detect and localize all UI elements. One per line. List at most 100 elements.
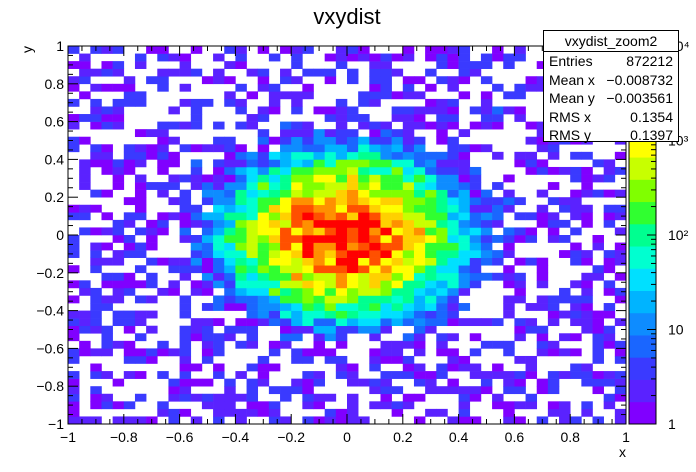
histogram-cell bbox=[503, 416, 515, 425]
histogram-cell bbox=[603, 166, 616, 175]
histogram-cell bbox=[280, 204, 292, 213]
histogram-cell bbox=[201, 189, 214, 198]
histogram-cell bbox=[413, 121, 426, 130]
histogram-cell bbox=[302, 325, 314, 334]
histogram-cell bbox=[302, 393, 314, 402]
histogram-cell bbox=[335, 265, 348, 274]
histogram-cell bbox=[224, 61, 236, 69]
histogram-cell bbox=[614, 204, 627, 213]
histogram-cell bbox=[313, 333, 325, 342]
histogram-cell bbox=[213, 265, 225, 274]
histogram-cell bbox=[324, 174, 337, 183]
histogram-cell bbox=[413, 151, 426, 160]
histogram-cell bbox=[402, 159, 415, 168]
histogram-cell bbox=[235, 144, 247, 153]
histogram-cell bbox=[380, 401, 392, 410]
histogram-cell bbox=[280, 340, 292, 349]
histogram-cell bbox=[603, 378, 616, 387]
histogram-cell bbox=[123, 235, 136, 243]
histogram-cell bbox=[280, 121, 292, 130]
histogram-cell bbox=[190, 166, 203, 175]
histogram-cell bbox=[123, 250, 136, 258]
histogram-cell bbox=[514, 53, 526, 62]
histogram-cell bbox=[447, 242, 459, 251]
histogram-cell bbox=[492, 340, 504, 349]
histogram-cell bbox=[447, 61, 459, 69]
histogram-cell bbox=[324, 408, 337, 417]
histogram-cell bbox=[614, 151, 627, 160]
histogram-cell bbox=[201, 393, 214, 402]
histogram-cell bbox=[280, 287, 292, 296]
histogram-cell bbox=[391, 310, 404, 319]
histogram-cell bbox=[570, 333, 582, 342]
histogram-cell bbox=[603, 371, 616, 379]
histogram-cell bbox=[257, 242, 270, 251]
histogram-cell bbox=[458, 197, 471, 206]
histogram-cell bbox=[413, 287, 426, 296]
histogram-cell bbox=[179, 408, 192, 417]
histogram-cell bbox=[458, 212, 471, 221]
histogram-cell bbox=[559, 416, 571, 425]
histogram-cell bbox=[313, 136, 325, 145]
histogram-cell bbox=[369, 61, 381, 69]
histogram-cell bbox=[469, 61, 482, 69]
histogram-cell bbox=[335, 106, 348, 115]
histogram-cell bbox=[146, 129, 158, 138]
histogram-cell bbox=[369, 174, 381, 183]
histogram-cell bbox=[436, 106, 448, 115]
histogram-cell bbox=[335, 257, 348, 266]
histogram-cell bbox=[134, 174, 147, 183]
histogram-cell bbox=[68, 280, 80, 289]
histogram-cell bbox=[458, 182, 471, 190]
x-tick-label: 0.6 bbox=[505, 429, 525, 445]
histogram-cell bbox=[380, 272, 392, 281]
histogram-cell bbox=[391, 174, 404, 183]
histogram-cell bbox=[101, 121, 113, 130]
histogram-cell bbox=[146, 272, 158, 281]
histogram-cell bbox=[369, 272, 381, 281]
histogram-cell bbox=[391, 303, 404, 311]
histogram-cell bbox=[458, 401, 471, 410]
histogram-cell bbox=[134, 212, 147, 221]
histogram-cell bbox=[391, 129, 404, 138]
histogram-cell bbox=[436, 174, 448, 183]
histogram-cell bbox=[134, 242, 147, 251]
histogram-cell bbox=[190, 219, 203, 228]
histogram-cell bbox=[614, 355, 627, 364]
histogram-cell bbox=[291, 91, 303, 100]
histogram-cell bbox=[324, 348, 337, 357]
histogram-cell bbox=[469, 363, 482, 372]
histogram-cell bbox=[503, 378, 515, 387]
histogram-cell bbox=[581, 325, 593, 334]
histogram-cell bbox=[358, 46, 370, 54]
histogram-cell bbox=[157, 166, 169, 175]
palette-swatch bbox=[629, 179, 656, 203]
histogram-cell bbox=[425, 182, 437, 190]
histogram-cell bbox=[268, 197, 281, 206]
histogram-cell bbox=[358, 166, 370, 175]
histogram-cell bbox=[168, 159, 180, 168]
histogram-cell bbox=[179, 325, 192, 334]
histogram-cell bbox=[79, 174, 91, 183]
histogram-cell bbox=[324, 310, 337, 319]
histogram-cell bbox=[291, 151, 303, 160]
stats-key: RMS x bbox=[549, 108, 591, 125]
histogram-cell bbox=[603, 219, 616, 228]
histogram-cell bbox=[436, 287, 448, 296]
histogram-cell bbox=[581, 310, 593, 319]
histogram-cell bbox=[380, 303, 392, 311]
histogram-cell bbox=[380, 348, 392, 357]
histogram-cell bbox=[79, 53, 91, 62]
histogram-cell bbox=[335, 174, 348, 183]
histogram-cell bbox=[503, 348, 515, 357]
histogram-cell bbox=[213, 76, 225, 85]
histogram-cell bbox=[302, 212, 314, 221]
histogram-cell bbox=[402, 189, 415, 198]
histogram-cell bbox=[413, 182, 426, 190]
histogram-cell bbox=[134, 310, 147, 319]
histogram-cell bbox=[246, 333, 259, 342]
histogram-cell bbox=[347, 250, 359, 258]
histogram-cell bbox=[503, 340, 515, 349]
histogram-cell bbox=[235, 265, 247, 274]
histogram-cell bbox=[380, 76, 392, 85]
